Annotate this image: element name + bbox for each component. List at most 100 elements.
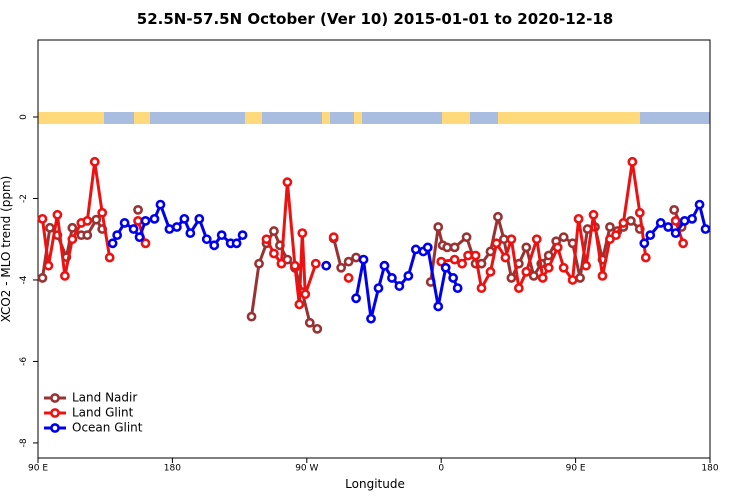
- sea-strip: [362, 112, 442, 124]
- point: [310, 258, 321, 269]
- sea-strip: [640, 112, 710, 124]
- point: [387, 273, 397, 283]
- point: [433, 222, 444, 232]
- point: [687, 213, 697, 224]
- sea-strip: [150, 112, 245, 124]
- point: [304, 317, 315, 328]
- point: [531, 234, 542, 245]
- point: [663, 222, 674, 232]
- chart-title: 52.5N-57.5N October (Ver 10) 2015-01-01 …: [137, 10, 613, 28]
- point: [366, 313, 376, 324]
- y-tick-label: 0: [19, 114, 29, 120]
- point: [575, 273, 585, 283]
- point: [558, 232, 569, 243]
- x-tick-label: 180: [701, 464, 718, 474]
- point: [422, 242, 433, 253]
- legend-label: Ocean Glint: [72, 421, 143, 435]
- point: [269, 226, 279, 236]
- point: [128, 224, 139, 234]
- point: [499, 234, 509, 245]
- point: [89, 156, 100, 167]
- point: [457, 258, 468, 269]
- point: [155, 199, 166, 210]
- point: [164, 224, 175, 234]
- point: [97, 207, 108, 218]
- point: [133, 204, 143, 215]
- x-tick-label: 180: [164, 464, 181, 474]
- point: [669, 204, 680, 215]
- point: [679, 215, 690, 226]
- point: [433, 301, 444, 312]
- point: [91, 214, 102, 225]
- point: [537, 273, 548, 283]
- point: [52, 209, 63, 220]
- point: [321, 260, 332, 271]
- sea-strip: [470, 112, 498, 124]
- point: [436, 256, 447, 267]
- point: [294, 299, 305, 310]
- point: [343, 273, 354, 283]
- point: [358, 254, 369, 265]
- point: [463, 250, 473, 261]
- land-sea-strip: [38, 112, 710, 124]
- point: [351, 293, 361, 304]
- point: [43, 260, 54, 271]
- point: [59, 270, 70, 281]
- point: [269, 248, 279, 259]
- point: [261, 234, 272, 245]
- point: [45, 222, 55, 233]
- point: [476, 283, 487, 294]
- point: [521, 242, 532, 253]
- point: [506, 273, 517, 283]
- point: [605, 222, 615, 232]
- y-tick-label: -2: [19, 194, 29, 203]
- y-tick-label: -4: [19, 275, 29, 284]
- legend-marker: [50, 393, 60, 403]
- point: [112, 230, 123, 241]
- x-tick-label: 90 E: [566, 464, 586, 474]
- point: [104, 252, 115, 263]
- legend-marker: [50, 408, 60, 418]
- point: [237, 230, 248, 241]
- legend-marker: [50, 423, 60, 433]
- point: [216, 230, 227, 241]
- point: [194, 213, 205, 224]
- point: [179, 213, 190, 224]
- point: [300, 289, 311, 300]
- point: [470, 250, 481, 261]
- sea-strip: [104, 112, 134, 124]
- point: [449, 254, 460, 265]
- point: [640, 252, 651, 263]
- point: [254, 258, 264, 269]
- point: [639, 238, 650, 249]
- point: [394, 281, 405, 291]
- point: [343, 256, 354, 267]
- point: [140, 238, 151, 249]
- point: [410, 244, 421, 255]
- point: [700, 224, 711, 234]
- sea-strip: [262, 112, 322, 124]
- x-axis-label: Longitude: [345, 477, 405, 491]
- point: [634, 207, 645, 218]
- point: [645, 230, 656, 241]
- point: [351, 252, 361, 263]
- point: [461, 232, 472, 243]
- point: [452, 283, 463, 294]
- point: [543, 262, 554, 273]
- point: [282, 177, 293, 188]
- y-tick-label: -8: [19, 438, 29, 447]
- point: [373, 283, 384, 294]
- point: [246, 311, 257, 322]
- point: [670, 215, 681, 226]
- point: [506, 234, 517, 245]
- point: [209, 240, 220, 251]
- y-tick-label: -6: [19, 357, 29, 366]
- point: [573, 213, 584, 224]
- point: [449, 242, 460, 253]
- point: [312, 323, 323, 334]
- point: [625, 215, 636, 226]
- point: [403, 270, 414, 281]
- point: [581, 260, 591, 271]
- point: [171, 222, 182, 232]
- point: [37, 273, 48, 283]
